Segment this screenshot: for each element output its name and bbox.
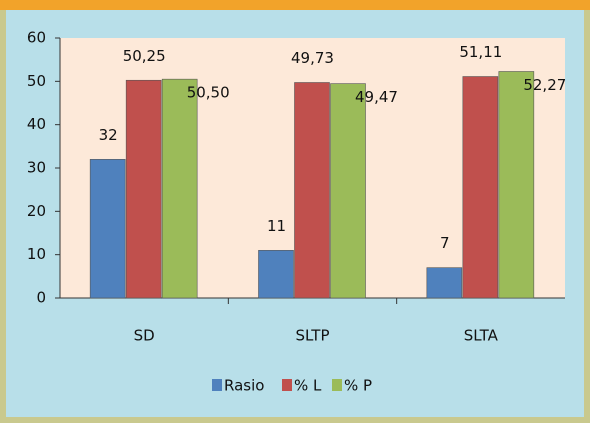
data-label: 51,11	[459, 43, 502, 61]
y-tick-label: 40	[27, 115, 46, 133]
top-strip	[0, 0, 590, 10]
legend-label: Rasio	[224, 377, 264, 395]
bar	[258, 250, 294, 299]
x-tick-label: SLTA	[464, 327, 499, 345]
data-label: 52,27	[523, 76, 566, 94]
bar	[125, 79, 162, 299]
bar	[426, 267, 463, 299]
legend-label: % P	[344, 377, 372, 395]
bar	[294, 82, 330, 299]
data-label: 50,50	[187, 84, 230, 102]
bar	[498, 71, 535, 299]
data-label: 49,47	[355, 88, 398, 106]
data-label: 32	[99, 126, 118, 144]
data-label: 11	[267, 217, 286, 235]
y-tick-label: 60	[27, 29, 46, 47]
y-tick-label: 30	[27, 159, 46, 177]
x-tick-label: SLTP	[295, 327, 329, 345]
y-tick-label: 10	[27, 245, 46, 263]
bar	[161, 78, 198, 299]
legend-label: % L	[294, 377, 322, 395]
y-tick-label: 0	[36, 289, 46, 307]
x-tick-label: SD	[134, 327, 155, 345]
legend-swatch	[282, 379, 292, 391]
legend-swatch	[332, 379, 342, 391]
y-tick-label: 20	[27, 202, 46, 220]
bar	[330, 83, 366, 299]
y-tick-label: 50	[27, 72, 46, 90]
data-label: 7	[440, 234, 450, 252]
bar	[89, 159, 126, 299]
data-label: 50,25	[123, 47, 166, 65]
bar	[462, 76, 499, 299]
legend-swatch	[212, 379, 222, 391]
data-label: 49,73	[291, 49, 334, 67]
